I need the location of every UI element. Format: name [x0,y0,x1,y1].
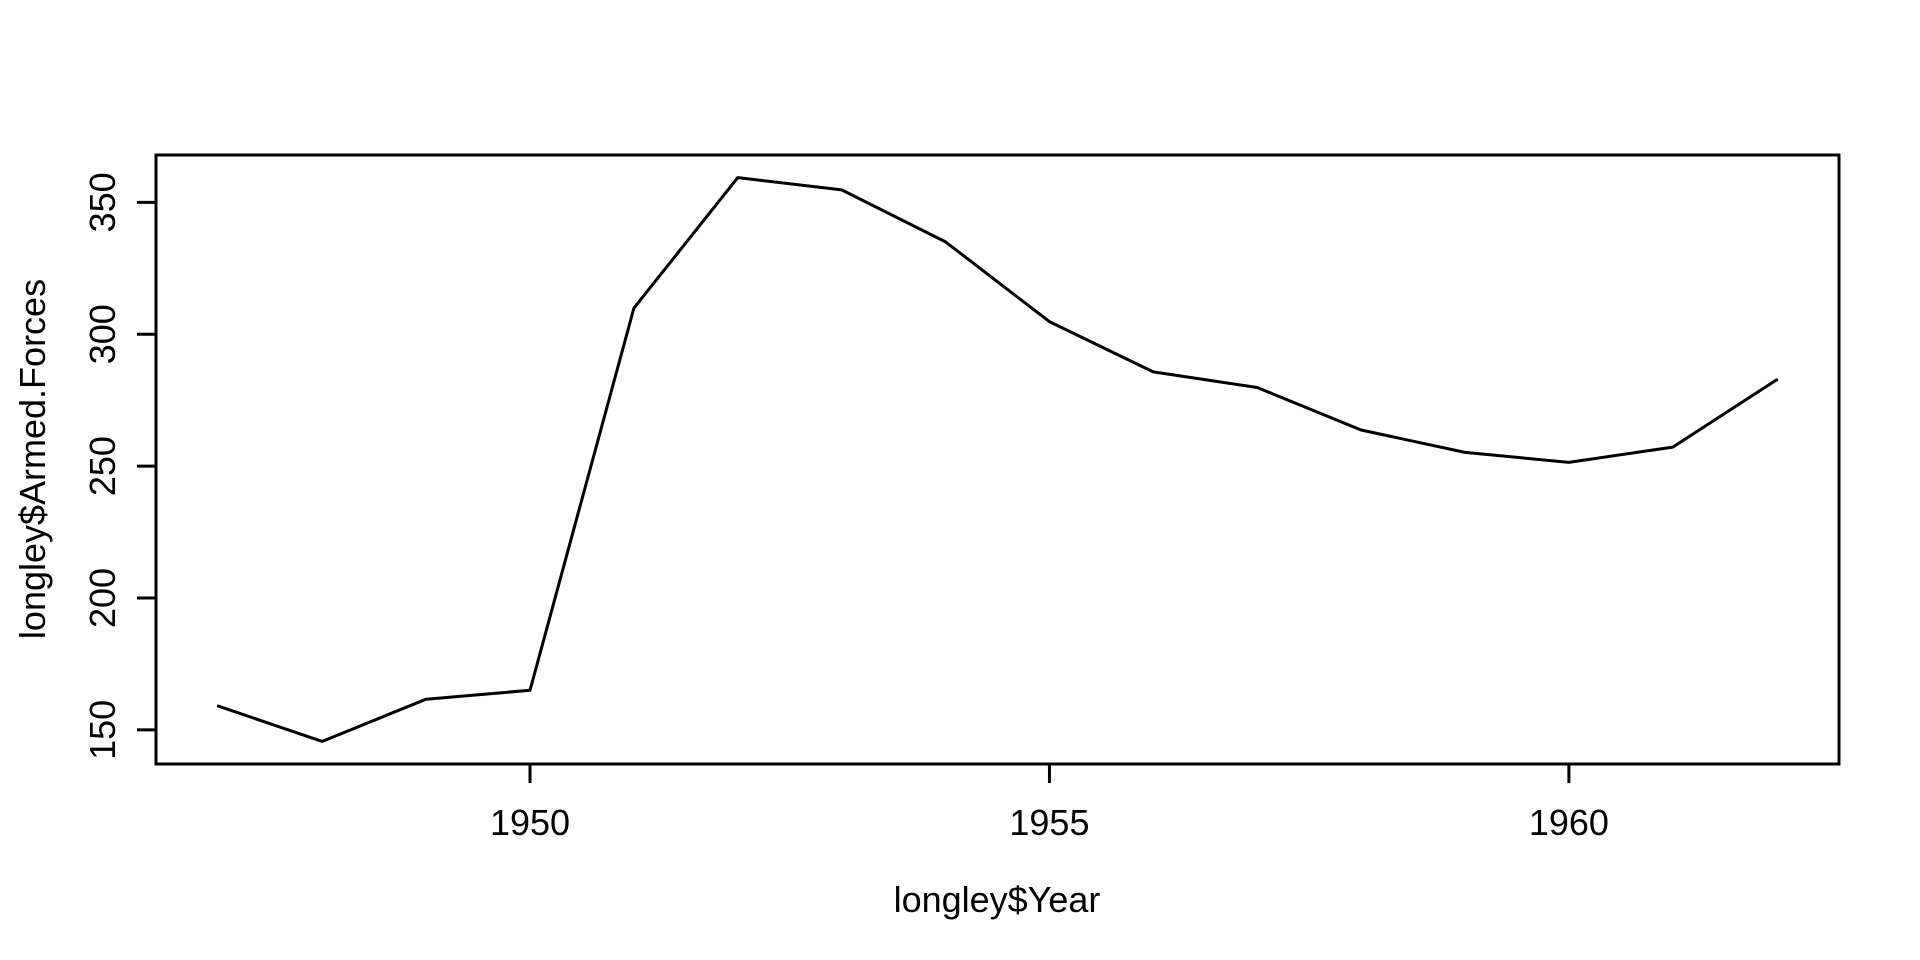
x-axis-ticks [528,764,1571,783]
y-axis-tick-labels: 150 200 250 300 350 [82,172,123,760]
y-tick-label: 200 [82,568,123,628]
plot-box-border [154,153,1841,766]
y-axis-ticks [137,200,156,732]
x-axis-title: longley$Year [894,879,1101,920]
y-tick-label: 250 [82,436,123,496]
x-tick-label: 1955 [1009,802,1089,843]
x-tick-label: 1950 [490,802,570,843]
data-line-armed-forces [216,176,1779,743]
x-axis-tick-labels: 1950 1955 1960 [490,802,1609,843]
y-axis-title: longley$Armed.Forces [12,279,53,639]
y-tick-label: 350 [82,172,123,232]
y-tick-label: 300 [82,304,123,364]
x-tick-label: 1960 [1529,802,1609,843]
y-tick-label: 150 [82,700,123,760]
